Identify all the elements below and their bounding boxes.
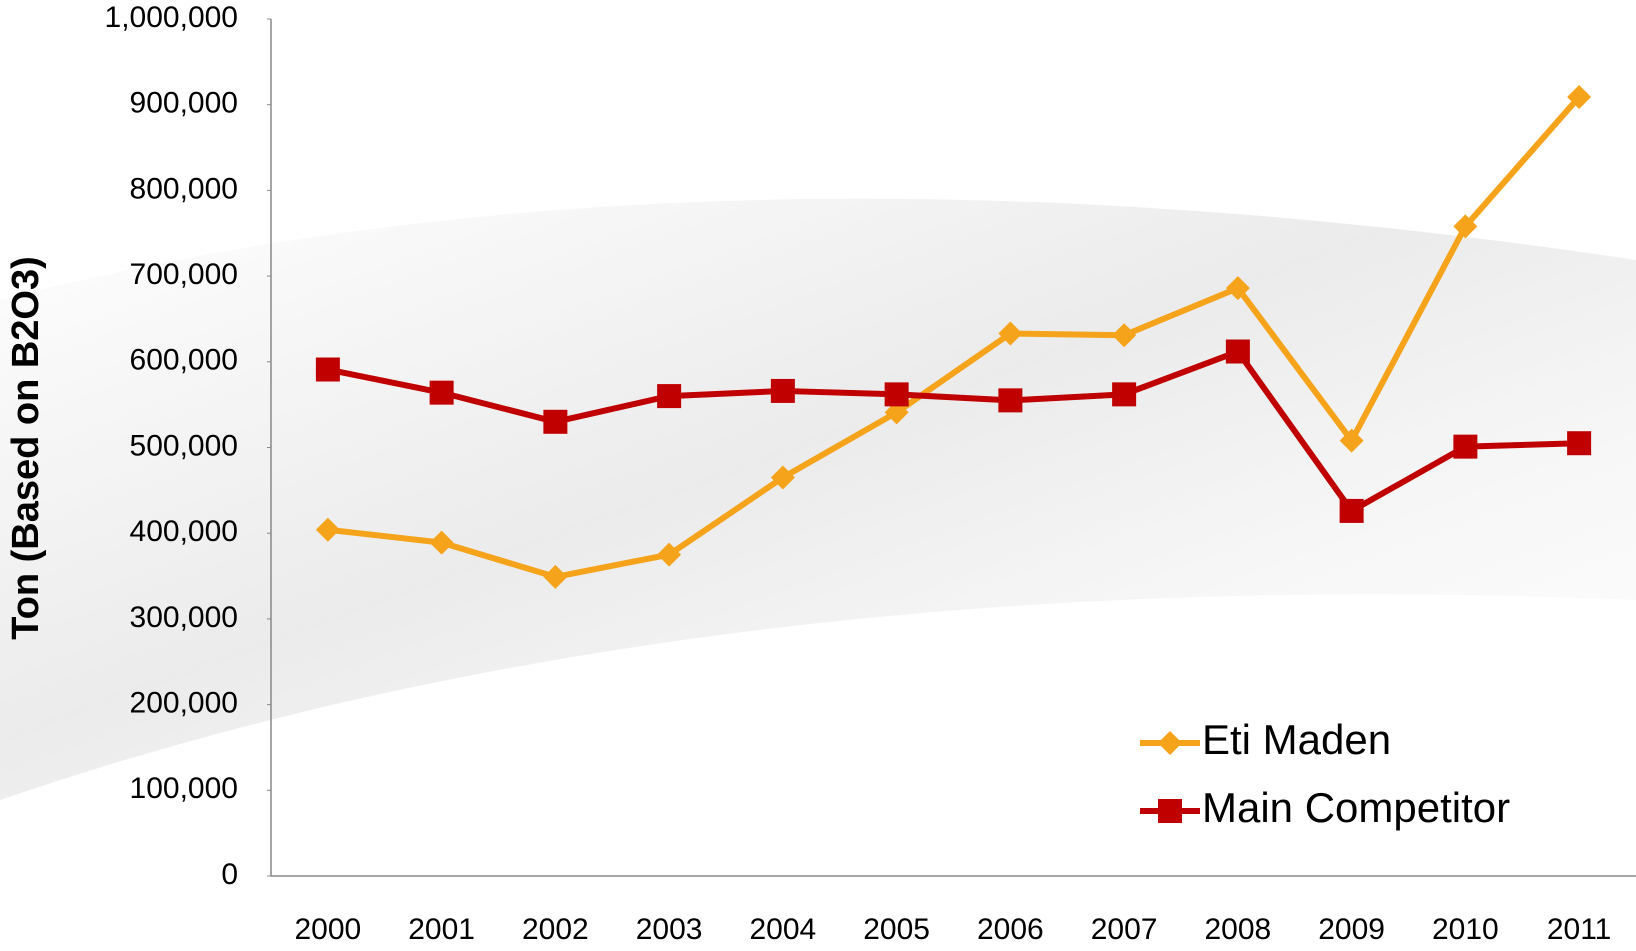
square-marker	[1453, 434, 1478, 459]
diamond-marker	[1453, 214, 1478, 239]
diamond-marker	[1567, 84, 1592, 109]
y-tick-label: 1,000,000	[105, 1, 238, 34]
y-tick-label: 200,000	[130, 687, 238, 720]
y-tick-label: 500,000	[130, 429, 238, 462]
diamond-marker	[998, 321, 1023, 346]
square-marker	[543, 409, 568, 434]
x-tick-label: 2000	[295, 913, 362, 946]
y-tick-label: 900,000	[130, 87, 238, 120]
diamond-marker	[1112, 323, 1137, 348]
diamond-marker	[1158, 731, 1182, 755]
y-tick-label: 0	[221, 858, 238, 891]
y-tick-label: 300,000	[130, 601, 238, 634]
x-tick-label: 2006	[977, 913, 1044, 946]
diamond-marker	[429, 530, 454, 555]
diamond-marker	[1225, 276, 1250, 301]
y-tick-label: 600,000	[130, 344, 238, 377]
y-tick-label: 400,000	[130, 515, 238, 548]
x-tick-label: 2004	[750, 913, 817, 946]
square-marker	[1339, 498, 1364, 523]
x-tick-label: 2010	[1432, 913, 1499, 946]
square-marker	[1567, 431, 1592, 456]
y-tick-label: 700,000	[130, 258, 238, 291]
square-marker	[998, 388, 1023, 413]
square-marker	[1112, 382, 1137, 407]
diamond-marker	[770, 465, 795, 490]
x-tick-label: 2007	[1091, 913, 1158, 946]
x-tick-label: 2005	[863, 913, 930, 946]
x-tick-label: 2003	[636, 913, 703, 946]
y-tick-label: 800,000	[130, 172, 238, 205]
x-tick-label: 2002	[522, 913, 589, 946]
square-marker	[884, 382, 909, 407]
x-tick-label: 2008	[1205, 913, 1272, 946]
y-tick-label: 100,000	[130, 772, 238, 805]
x-tick-label: 2011	[1547, 913, 1612, 946]
diamond-marker	[1339, 428, 1364, 453]
series-line	[327, 95, 1582, 580]
square-marker	[770, 378, 795, 403]
x-tick-label: 2009	[1318, 913, 1385, 946]
x-tick-label: 2001	[408, 913, 475, 946]
legend-label: Main Competitor	[1202, 784, 1510, 831]
square-marker	[315, 357, 340, 382]
square-marker	[1158, 799, 1182, 823]
diamond-marker	[657, 542, 682, 567]
series-line	[327, 348, 1580, 514]
diamond-marker	[543, 564, 568, 589]
y-axis-title: Ton (Based on B2O3)	[5, 256, 47, 640]
square-marker	[657, 384, 682, 409]
square-marker	[1225, 339, 1250, 364]
legend-label: Eti Maden	[1202, 716, 1391, 763]
square-marker	[429, 380, 454, 405]
diamond-marker	[315, 517, 340, 542]
